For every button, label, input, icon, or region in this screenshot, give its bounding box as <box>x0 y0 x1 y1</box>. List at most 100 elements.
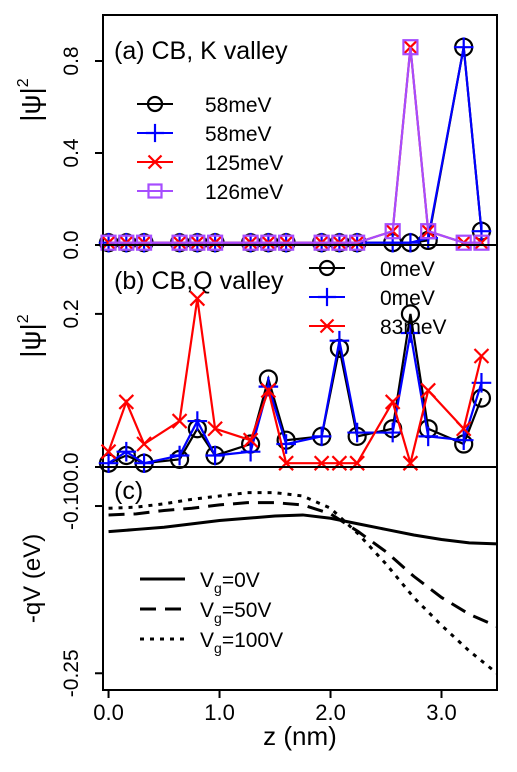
panel-a-legend-item: 125meV <box>137 152 283 175</box>
legend-label: Vg=50V <box>200 599 271 626</box>
legend-marker-b <box>147 154 163 170</box>
panel-b-title: (b) CB,Q valley <box>114 267 284 295</box>
panel-b-series-2-point <box>171 413 188 429</box>
panel-a-series-1-point <box>400 232 421 253</box>
panel-b-series-2-point <box>384 394 401 410</box>
panel-a-series-3-point <box>100 234 117 251</box>
panel-a-ylabel: |ψ|2 <box>15 78 46 122</box>
panel-b-series-1-point <box>453 430 474 451</box>
legend-marker <box>318 259 336 277</box>
legend-label: 0meV <box>380 287 435 310</box>
legend-label-main: V <box>200 599 214 622</box>
panel-a-legend-item: 58meV <box>137 123 272 146</box>
panel-c-legend-item: Vg=100V <box>140 629 283 656</box>
panel-a-series-1-point <box>382 232 403 253</box>
legend-marker <box>147 183 163 199</box>
legend-label: Vg=100V <box>200 629 283 656</box>
panel-b-ytick-label: 0.0 <box>60 452 83 481</box>
panel-b-series-2-point <box>136 436 152 452</box>
panel-a-series-3-point <box>402 39 419 56</box>
panel-b-series-1-point <box>400 323 421 343</box>
panel-b-series-2-point <box>118 394 135 410</box>
panel-b-series-1-point <box>116 441 137 462</box>
panel-a-series-3-point <box>384 223 401 240</box>
panel-a-series-1-point <box>453 37 474 57</box>
legend-label: Vg=0V <box>200 569 260 596</box>
panel-a-series-3-point <box>473 234 490 251</box>
panel-b: 0.0 0.2 |ψ|2 (b) CB,Q valley 0meV 0meV 83meV <box>15 244 498 482</box>
panel-a-series-3-point <box>118 234 135 251</box>
legend-label: 83meV <box>380 316 447 339</box>
panel-a-series-3-point <box>313 234 330 251</box>
panel-b-ylabel: |ψ|2 <box>15 314 46 358</box>
panel-b-series-2-point-b <box>384 394 401 410</box>
panel-b-series-2-point-b <box>455 420 472 437</box>
panel-a-series-3-point <box>189 234 206 251</box>
panel-c-ytick-label: -0.10 <box>60 482 83 530</box>
panel-b-series-1-point <box>276 434 296 454</box>
x-tick-label: 0.0 <box>93 700 124 725</box>
panel-b-series-1-point <box>98 453 119 473</box>
legend-label-suffix: =0V <box>222 569 260 592</box>
panel-b-legend-item: 0meV <box>309 287 435 310</box>
panel-b-series-2-point-b <box>207 420 223 437</box>
x-tick-label: 3.0 <box>426 700 457 725</box>
panel-c-legend-item: Vg=0V <box>140 569 260 596</box>
panel-b-series-2-point-b <box>171 413 188 429</box>
panel-b-series-2-point-b <box>473 348 490 364</box>
panel-b-legend-item: 83meV <box>309 316 447 339</box>
legend-marker <box>145 123 165 143</box>
legend-label-sub: g <box>214 580 222 596</box>
panel-b-series-1-point <box>329 330 350 351</box>
legend-label-main: V <box>200 629 214 652</box>
panel-b-series-1-point <box>347 422 367 443</box>
panels: 0.00.40.8|ψ|2(a) CB, K valley58meV58meV1… <box>15 14 498 697</box>
panel-a-legend-item: 126meV <box>137 181 283 204</box>
legend-label-suffix: =100V <box>222 629 283 652</box>
panel-b-series-2-point-b <box>260 382 277 399</box>
panel-b-series-2-point <box>473 348 490 364</box>
panel-b-series-2-point-b <box>189 290 206 307</box>
x-tick-label: 1.0 <box>204 700 235 725</box>
legend-label-sub: g <box>214 610 222 626</box>
panel-a-ylabel-base: |ψ| <box>15 87 46 122</box>
panel-a-series-2 <box>100 39 490 251</box>
panel-a-ytick-label: 0.8 <box>60 46 83 75</box>
panel-b-legend-item: 0meV <box>309 258 435 281</box>
panel-b-series-2-point-b <box>136 436 152 452</box>
panel-a-ytick-label: 0.4 <box>60 138 83 168</box>
panel-b-series-2-point-b <box>100 443 117 460</box>
panel-a-ytick-label: 0.0 <box>60 230 83 259</box>
panel-b-series-2-point <box>100 443 117 460</box>
legend-label: 126meV <box>205 181 283 204</box>
panel-a-ylabel-sup: 2 <box>15 78 32 87</box>
panel-a-series-1 <box>98 37 492 253</box>
panel-c-series-0 <box>108 513 498 546</box>
panel-c-legend-item: Vg=50V <box>140 599 271 626</box>
panel-a: 0.0 0.4 0.8 |ψ|2 (a) CB, K valley 58meV 58meV 1… <box>15 14 498 260</box>
panel-b-series-0-point <box>400 304 421 324</box>
legend-marker <box>147 154 163 170</box>
panel-b-series-1-point <box>187 411 208 431</box>
legend-label-sub: g <box>214 640 222 656</box>
panel-b-series-2-point <box>242 432 259 448</box>
panel-a-series-3-line <box>108 47 482 244</box>
panel-c-ylabel: -qV (eV) <box>19 534 46 623</box>
panel-a-series-3-point <box>331 234 348 251</box>
legend-label-suffix: =50V <box>222 599 272 622</box>
panel-c-series-2-line <box>108 491 498 675</box>
panel-b-series-2-point <box>207 420 223 437</box>
panel-b-series-2-point-b <box>118 394 135 410</box>
panel-a-series-3-point <box>135 234 153 251</box>
panel-a-series-3-point <box>420 223 437 240</box>
panel-b-series-2-point <box>260 382 277 399</box>
panel-b-series-1-point <box>418 426 438 447</box>
panel-a-series-3-point <box>171 234 188 251</box>
panel-b-series-2-point-b <box>242 432 259 448</box>
panel-a-legend-item: 58meV <box>137 94 272 117</box>
panel-a-series-3-point <box>242 234 259 251</box>
panel-b-series-2-point <box>402 455 419 471</box>
panel-b-series-1-point <box>240 441 261 462</box>
